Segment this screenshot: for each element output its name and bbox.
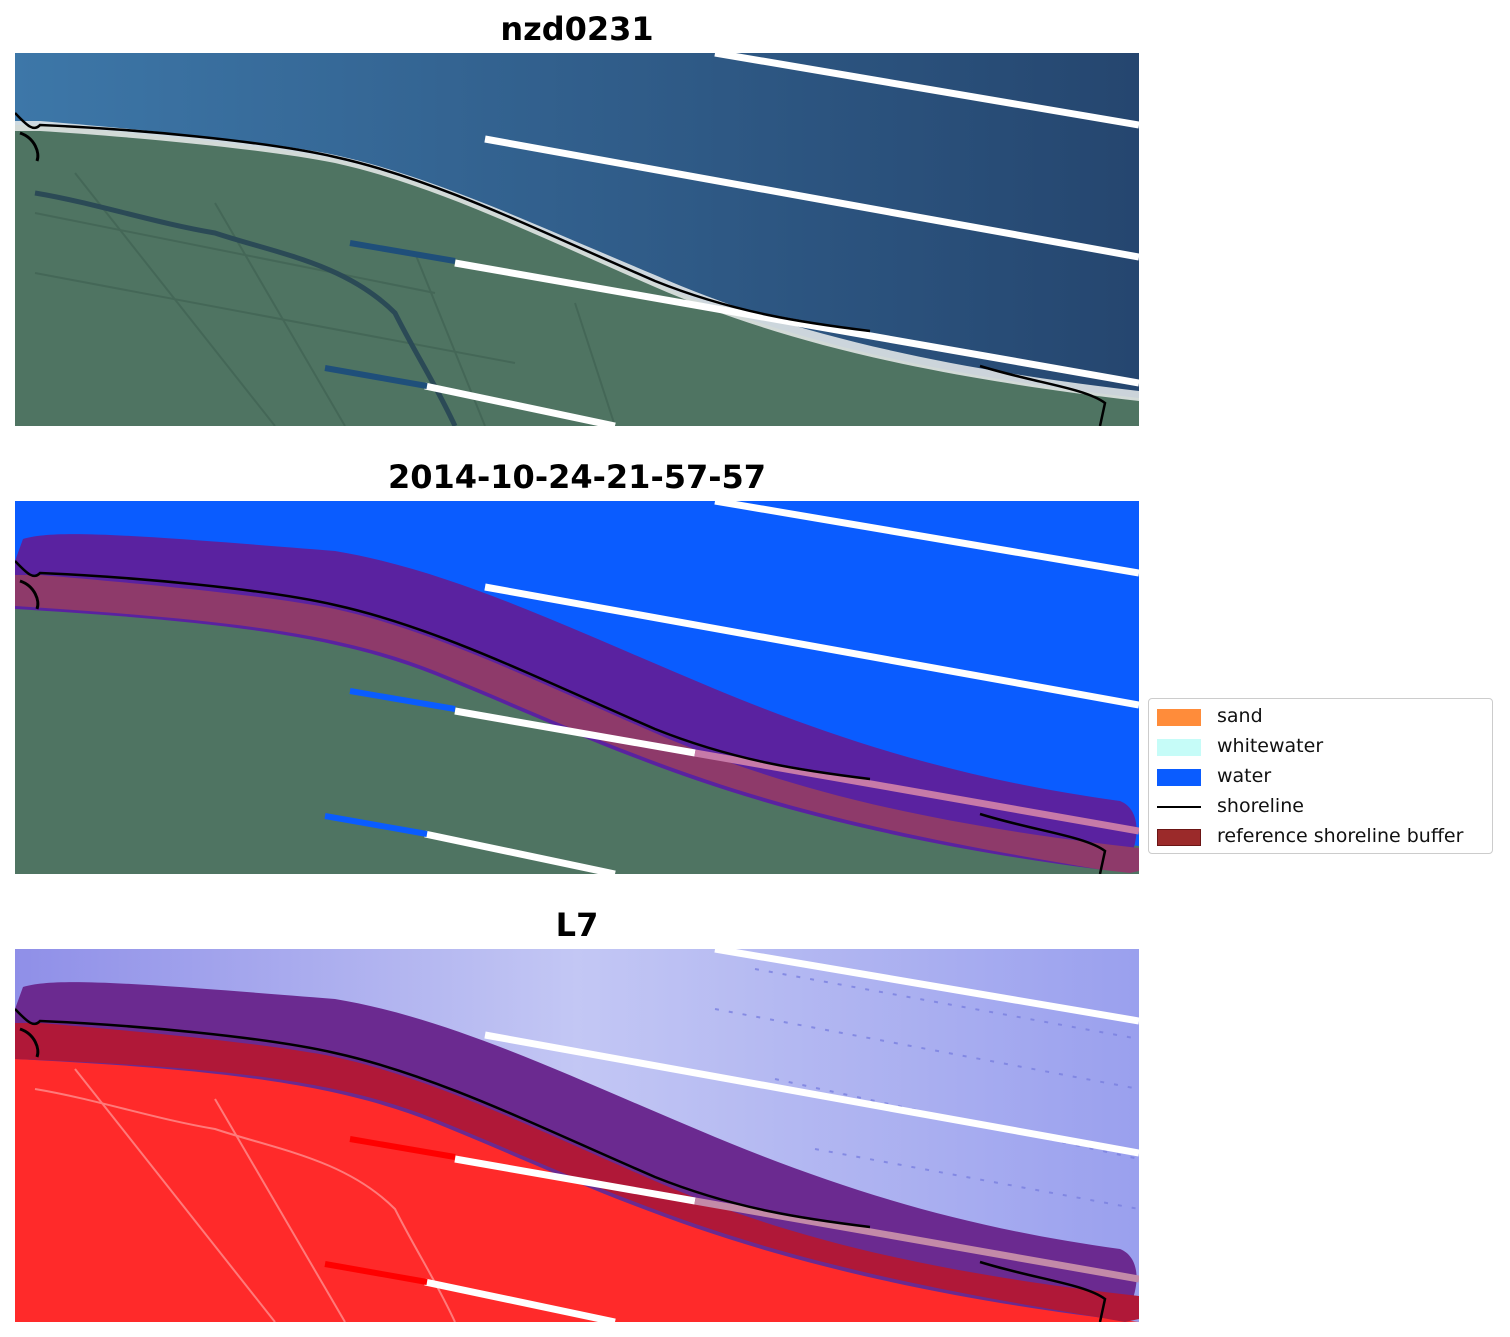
shoreline-line-2: [979, 364, 1107, 426]
buffer-land-side: [15, 1023, 1139, 1322]
field-boundaries: [34, 172, 616, 426]
shoreline-line: [15, 1008, 871, 1229]
shoreline-line: [15, 112, 871, 333]
index-texture: [714, 968, 1139, 1210]
land-behind-buffer: [15, 609, 1139, 874]
scanline-gaps: [424, 949, 1139, 1322]
legend-item-shoreline: shoreline: [1149, 791, 1492, 821]
estuary-outline: [19, 131, 40, 162]
legend-swatch-whitewater: [1157, 739, 1201, 756]
legend: sand whitewater water shoreline referenc…: [1148, 698, 1493, 854]
legend-label: whitewater: [1217, 735, 1324, 757]
legend-swatch-buffer: [1157, 829, 1201, 846]
rgb-image: [15, 53, 1139, 426]
legend-line-shoreline: [1157, 806, 1201, 808]
image-panel-rgb: [15, 53, 1139, 426]
river: [34, 190, 458, 426]
scanline-gaps-buffer: [694, 1197, 1139, 1283]
panel-title-2: 2014-10-24-21-57-57: [387, 458, 767, 496]
legend-item-whitewater: whitewater: [1149, 731, 1492, 761]
scanline-gaps-water: [324, 688, 456, 837]
image-panel-index: [15, 949, 1139, 1322]
classified-image: [15, 501, 1139, 874]
estuary-outline: [19, 1027, 40, 1058]
scanline-gaps-buffer: [694, 749, 1139, 835]
index-land-area: [15, 1059, 1139, 1322]
legend-label: shoreline: [1217, 795, 1304, 817]
image-panel-classified: [15, 501, 1139, 874]
index-land-texture: [34, 1068, 456, 1322]
shoreline-line-2: [979, 812, 1107, 874]
legend-item-water: water: [1149, 761, 1492, 791]
legend-label: reference shoreline buffer: [1217, 825, 1464, 847]
panel-title-1: nzd0231: [500, 10, 654, 48]
legend-label: sand: [1217, 705, 1263, 727]
legend-label: water: [1217, 765, 1272, 787]
scanline-gaps-dark: [324, 240, 456, 389]
scanline-gaps-red: [324, 1136, 456, 1285]
shoreline-line: [15, 560, 871, 781]
panel-title-3: L7: [555, 906, 599, 944]
legend-swatch-water: [1157, 769, 1201, 786]
index-image: [15, 949, 1139, 1322]
legend-swatch-sand: [1157, 709, 1201, 726]
legend-item-buffer: reference shoreline buffer: [1149, 821, 1492, 851]
scanline-gaps: [424, 501, 1139, 874]
legend-item-sand: sand: [1149, 701, 1492, 731]
shoreline-line-2: [979, 1260, 1107, 1322]
buffer-land-side: [15, 575, 1139, 874]
estuary-outline: [19, 579, 40, 610]
scanline-gaps: [424, 53, 1139, 426]
